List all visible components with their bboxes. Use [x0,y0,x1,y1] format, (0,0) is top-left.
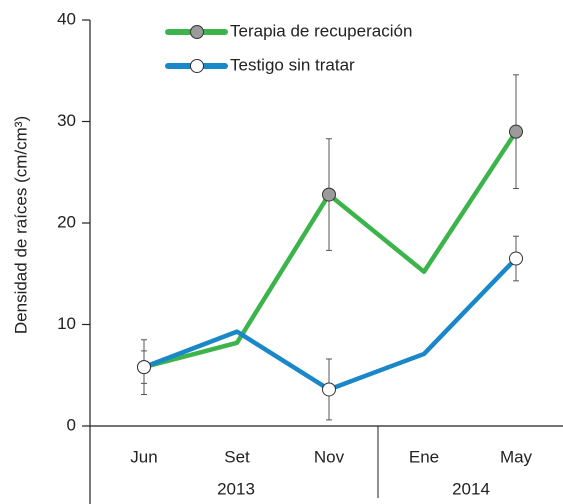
x-tick-label: Jun [130,447,157,466]
legend-marker [190,25,204,39]
x-tick-label: Set [224,447,250,466]
legend-label: Testigo sin tratar [230,55,355,74]
y-tick-label: 0 [67,415,76,434]
y-axis-label: Densidad de raíces (cm/cm³) [11,116,30,334]
y-tick-label: 40 [57,9,76,28]
x-tick-label: Ene [409,447,439,466]
y-tick-label: 10 [57,314,76,333]
marker [322,187,336,202]
y-tick-label: 30 [57,111,76,130]
marker [509,124,523,139]
y-tick-label: 20 [57,212,76,231]
group-label: 2013 [217,479,255,498]
marker [509,251,523,266]
x-tick-label: Nov [314,447,345,466]
legend-label: Terapia de recuperación [230,21,412,40]
marker [137,360,151,375]
group-label: 2014 [452,479,490,498]
x-tick-label: May [500,447,533,466]
series-line [143,256,518,392]
marker [322,382,336,397]
series-line [143,130,518,370]
legend-marker [190,59,204,73]
